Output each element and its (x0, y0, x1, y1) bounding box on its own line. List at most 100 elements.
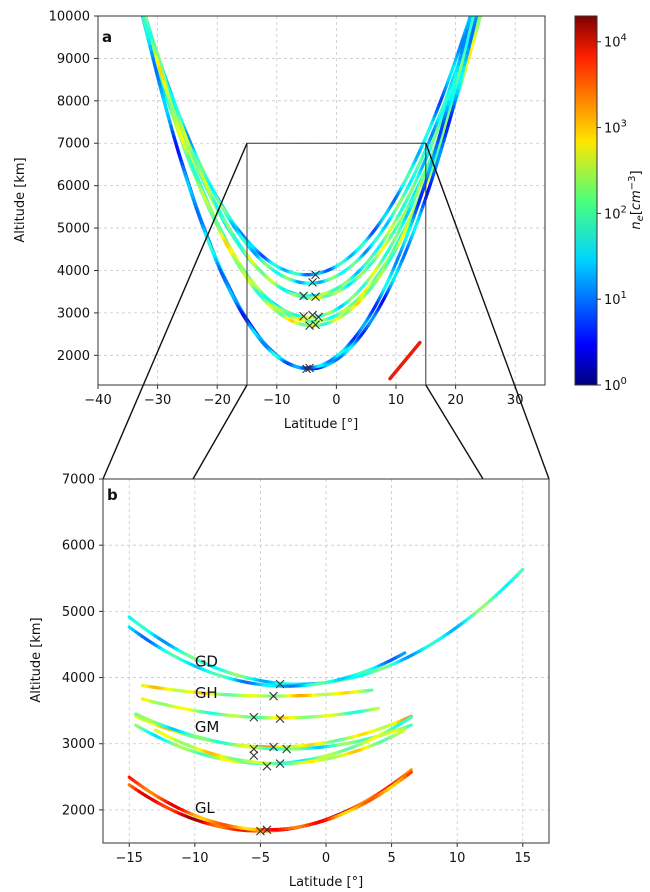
panel-a-trajectory-segment (481, 0, 482, 2)
panel-a-trajectory-segment (479, 0, 480, 4)
panel-a-trajectory-segment (475, 7, 476, 12)
panel-b-trajectory-segment (399, 651, 407, 657)
panel-a-cross-marker (314, 312, 323, 322)
panel-a-trajectory-segment (481, 9, 482, 14)
panel-b-x-tick-label: −15 (116, 851, 143, 866)
panel-a: −40 −30 −20 −10 0 10 20 30 2000 3000 4000 5000 6000… (13, 0, 546, 432)
panel-b-cross-marker (275, 714, 285, 723)
panel-a-trajectory-segment (482, 4, 483, 9)
panel-b-trajectory (140, 683, 374, 698)
panel-a-y-tick-label: 2000 (57, 349, 90, 364)
panel-b-markers (249, 679, 292, 836)
panel-b-cross-marker (249, 751, 259, 761)
group-label: GL (195, 799, 216, 817)
panel-a-trajectory-segment (482, 2, 483, 8)
panel-a-trajectory-segment (140, 5, 141, 10)
panel-a-y-tick-label: 6000 (57, 179, 90, 194)
panel-b-cross-marker (262, 761, 272, 771)
panel-a-trajectory-segment (484, 0, 485, 4)
panel-a-trajectory-segment (481, 8, 482, 13)
panel-a-trajectory-segment (138, 0, 139, 2)
zoom-connector-line (425, 143, 550, 480)
panel-a-trajectory-segment (138, 1, 139, 6)
panel-b-letter: b (107, 486, 118, 504)
panel-a-x-tick-label: 0 (332, 393, 340, 408)
panel-a-cross-marker (311, 270, 320, 280)
panel-b-trajectory-segment (406, 770, 413, 777)
panel-a-trajectory (150, 3, 483, 328)
panel-a-x-ticks: −40 −30 −20 −10 0 10 20 30 (84, 385, 523, 408)
panel-a-trajectory-segment (141, 4, 142, 9)
panel-a-trajectory-segment (476, 2, 477, 7)
panel-b-trajectory-segment (373, 706, 381, 711)
panel-a-trajectory-segment (141, 8, 142, 13)
colorbar-tick-label: 104 (604, 33, 627, 51)
panel-a-trajectories (138, 0, 485, 381)
panel-b-y-tick-label: 6000 (62, 539, 95, 554)
panel-a-trajectory-segment (474, 16, 479, 19)
group-label: GD (195, 652, 218, 670)
panel-a-cross-marker (299, 291, 309, 301)
panel-a-y-tick-label: 9000 (57, 52, 90, 67)
panel-a-trajectory-segment (478, 4, 479, 10)
panel-a-trajectory-segment (140, 2, 141, 9)
panel-a-trajectory-segment (140, 0, 141, 4)
panel-a-trajectory-segment (475, 0, 476, 1)
zoom-connector-line (102, 142, 248, 480)
panel-a-x-tick-label: −30 (144, 393, 171, 408)
panel-b-trajectory-segment (406, 768, 413, 775)
panel-a-trajectory-segment (477, 16, 483, 22)
panel-a-x-label: Latitude [°] (284, 417, 358, 432)
panel-a-trajectory-segment (469, 16, 472, 17)
zoom-connector-line (192, 384, 248, 480)
panel-a-x-tick-label: 30 (507, 393, 524, 408)
panel-a-trajectory-segment (484, 0, 485, 2)
panel-a-trajectory-segment (141, 16, 145, 17)
panel-b-x-label: Latitude [°] (289, 875, 363, 890)
panel-b-cross-marker (275, 759, 285, 768)
panel-a-trajectory-segment (469, 16, 472, 17)
panel-a-y-ticks: 2000 3000 4000 5000 6000 7000 8000 9000 10000 (49, 10, 98, 364)
panel-a-trajectory-segment (482, 3, 483, 9)
panel-b-y-tick-label: 3000 (62, 737, 95, 752)
panel-a-trajectory-segment (478, 3, 479, 8)
panel-a-cross-marker (305, 363, 314, 373)
colorbar-tick-label: 102 (604, 204, 627, 222)
panel-b-y-tick-label: 5000 (62, 605, 95, 620)
panel-a-trajectory-segment (478, 0, 479, 2)
panel-b-cross-marker (269, 691, 278, 701)
panel-a-trajectory-segment (478, 7, 479, 12)
panel-b-trajectory (127, 567, 525, 686)
panel-b-x-ticks: −15 −10 −5 0 5 10 15 (116, 843, 531, 866)
panel-a-y-tick-label: 10000 (49, 10, 90, 25)
zoom-connectors (102, 142, 550, 480)
panel-b-cross-marker (269, 742, 278, 752)
panel-a-trajectory-segment (141, 2, 142, 7)
panel-a-x-tick-label: 10 (388, 393, 405, 408)
panel-a-trajectory-segment (141, 16, 144, 17)
panel-a-trajectory-segment (138, 0, 139, 4)
colorbar: 100 101 102 103 104 ne[cm−3] (574, 15, 646, 394)
panel-a-trajectory-segment (140, 0, 141, 2)
panel-a-y-tick-label: 8000 (57, 94, 90, 109)
panel-b-trajectory (140, 697, 381, 720)
panel-a-letter: a (102, 28, 112, 46)
panel-b-trajectory-segment (406, 723, 413, 728)
panel-a-x-tick-label: −20 (203, 393, 230, 408)
panel-a-trajectory-segment (140, 3, 141, 8)
panel-a-trajectory-segment (476, 8, 477, 13)
panel-a-trajectory-segment (481, 9, 482, 15)
colorbar-gradient (574, 15, 598, 386)
panel-b-trajectory-segment (406, 715, 413, 721)
panel-a-trajectory (138, 0, 476, 277)
panel-a-trajectory-segment (472, 5, 473, 10)
panel-b-trajectory-segment (517, 567, 525, 575)
panel-a-trajectory (138, 0, 472, 370)
panel-a-trajectory-segment (140, 4, 141, 10)
panel-b-trajectory (127, 625, 407, 688)
panel-b-y-tick-label: 4000 (62, 671, 95, 686)
panel-a-trajectory-segment (143, 9, 144, 14)
panel-a-trajectory-segment (143, 7, 144, 12)
colorbar-tick-label: 101 (604, 290, 627, 308)
